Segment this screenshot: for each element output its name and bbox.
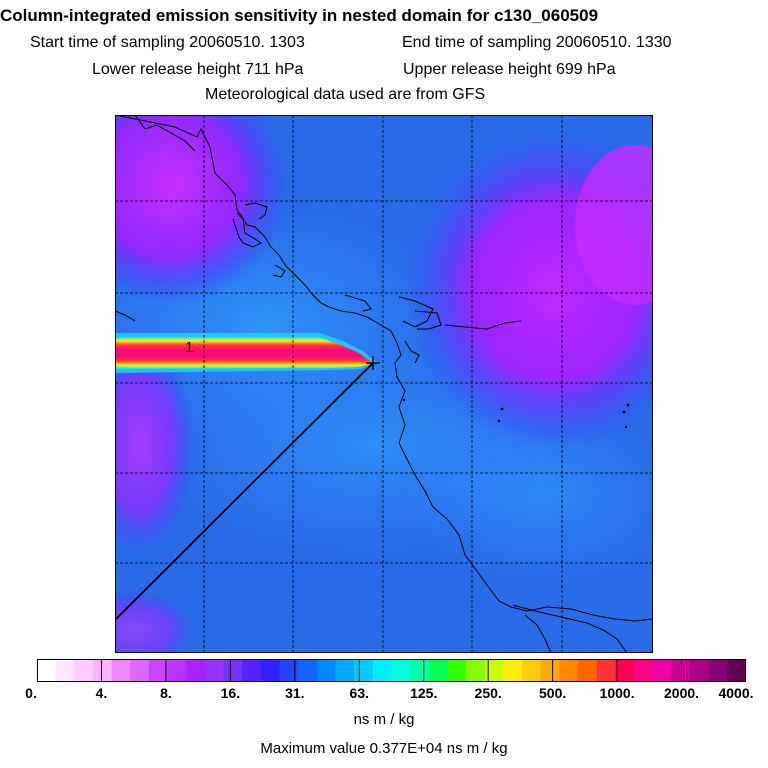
colorbar-cell — [37, 659, 57, 682]
met-data-label: Meteorological data used are from GFS — [205, 86, 486, 103]
colorbar-tick-label: 125. — [410, 685, 438, 701]
colorbar-cell — [540, 659, 561, 682]
light-blue-region — [405, 405, 653, 585]
upper-release-label: Upper release height 699 hPa — [403, 61, 616, 78]
colorbar-units: ns m / kg — [353, 711, 415, 728]
colorbar-tick-label: 8. — [160, 685, 172, 701]
colorbar-cell — [484, 659, 505, 682]
colorbar-tick-label: 16. — [220, 685, 241, 701]
sensitivity-map: 1 — [115, 115, 653, 653]
purple-region-west — [115, 335, 195, 555]
end-time-label: End time of sampling 20060510. 1330 — [402, 34, 672, 51]
colorbar-tick-label: 31. — [285, 685, 305, 701]
release-number-label: 1 — [185, 339, 193, 356]
colorbar-tick-label: 0. — [25, 685, 37, 701]
colorbar-cell — [578, 659, 598, 682]
colorbar — [37, 659, 746, 682]
start-time-label: Start time of sampling 20060510. 1303 — [30, 34, 305, 51]
colorbar-cell — [223, 659, 243, 682]
maximum-value-label: Maximum value 0.377E+04 ns m / kg — [260, 740, 508, 757]
purple-region-east — [575, 145, 653, 305]
colorbar-cell — [316, 659, 337, 682]
colorbar-cell — [652, 659, 672, 682]
coastline — [115, 115, 653, 653]
colorbar-cell — [503, 659, 523, 682]
map-frame — [115, 115, 653, 653]
colorbar-cell — [186, 659, 206, 682]
colorbar-cell — [74, 659, 94, 682]
colorbar-cell — [372, 659, 393, 682]
colorbar-frame — [37, 659, 746, 682]
colorbar-cell — [559, 659, 579, 682]
island-markers — [402, 398, 630, 429]
colorbar-cell — [522, 659, 542, 682]
colorbar-cell — [242, 659, 262, 682]
purple-region-northwest — [115, 115, 290, 305]
colorbar-cell — [204, 659, 225, 682]
colorbar-cell — [260, 659, 281, 682]
colorbar-cell — [634, 659, 654, 682]
colorbar-tick-label: 250. — [474, 685, 502, 701]
colorbar-cell — [298, 659, 318, 682]
colorbar-cell — [111, 659, 131, 682]
colorbar-cell — [410, 659, 430, 682]
colorbar-tick-label: 1000. — [599, 685, 635, 701]
colorbar-cell — [615, 659, 635, 682]
colorbar-cell — [167, 659, 187, 682]
colorbar-cell — [596, 659, 616, 682]
colorbar-cell — [447, 659, 467, 682]
colorbar-tick-label: 63. — [349, 685, 369, 701]
colorbar-tick-label: 4000. — [718, 685, 754, 701]
colorbar-cell — [690, 659, 710, 682]
colorbar-tick-label: 500. — [539, 685, 567, 701]
colorbar-cell — [335, 659, 355, 682]
colorbar-tick-label: 2000. — [664, 685, 700, 701]
colorbar-cell — [354, 659, 374, 682]
colorbar-cell — [391, 659, 411, 682]
emission-plume — [115, 337, 373, 369]
colorbar-cell — [130, 659, 150, 682]
colorbar-cell — [727, 659, 746, 682]
colorbar-cell — [428, 659, 449, 682]
colorbar-cell — [671, 659, 691, 682]
colorbar-cell — [92, 659, 113, 682]
plot-title: Column-integrated emission sensitivity i… — [0, 6, 599, 25]
colorbar-cell — [279, 659, 299, 682]
purple-region-southwest — [115, 590, 195, 653]
colorbar-cell — [466, 659, 486, 682]
colorbar-tick-label: 4. — [95, 685, 108, 701]
colorbar-cell — [55, 659, 75, 682]
colorbar-cell — [708, 659, 728, 682]
colorbar-cell — [148, 659, 169, 682]
lower-release-label: Lower release height 711 hPa — [92, 61, 304, 78]
flight-track-line — [115, 362, 374, 621]
release-point-marker — [366, 356, 380, 370]
